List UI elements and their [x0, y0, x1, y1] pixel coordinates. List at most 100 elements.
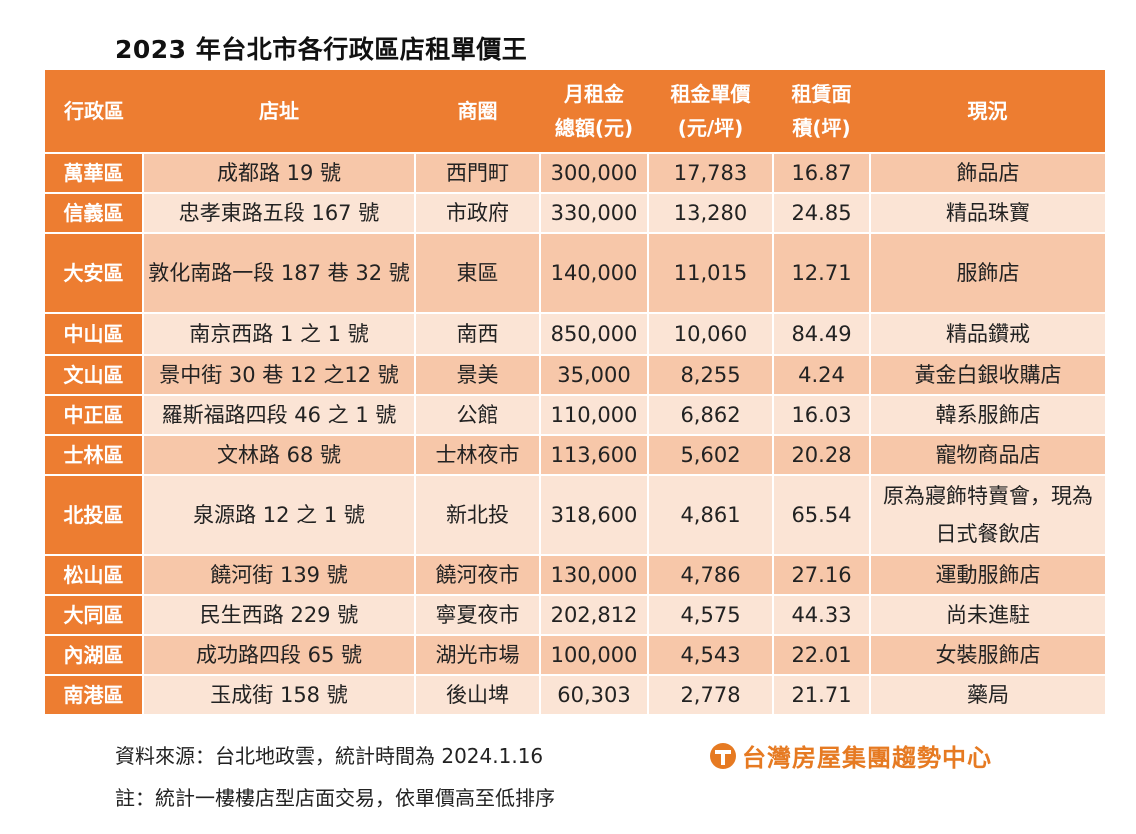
monthly-rent-cell: 100,000 [539, 634, 648, 675]
table-row: 內湖區 成功路四段 65 號湖光市場 100,000 4,543 22.01 女裝服飾店 [45, 634, 1105, 675]
remark-note: 註：統計一樓樓店型店面交易，依單價高至低排序 [115, 786, 555, 810]
column-header-line: 總額(元) [554, 116, 634, 140]
unit-price-cell: 2,778 [647, 674, 773, 714]
unit-price-cell: 4,786 [647, 554, 773, 595]
address-cell: 南京西路 1 之 1 號 [142, 312, 415, 355]
column-header: 現況 [870, 70, 1105, 153]
address-cell: 饒河街 139 號 [142, 554, 415, 595]
monthly-rent-cell: 140,000 [539, 232, 648, 313]
column-header-line: 租金單價 [670, 82, 751, 106]
district-cell: 萬華區 [45, 152, 143, 193]
address-cell: 文林路 68 號 [142, 434, 415, 475]
status-cell: 精品鑽戒 [869, 312, 1105, 355]
district-cell: 文山區 [45, 354, 143, 395]
size-cell: 21.71 [772, 674, 870, 714]
size-cell: 4.24 [772, 354, 870, 395]
column-header-line: 店址 [259, 99, 299, 123]
unit-price-cell: 4,861 [647, 474, 773, 555]
area-cell: 新北投 [414, 474, 540, 555]
size-cell: 22.01 [772, 634, 870, 675]
table-row: 松山區 饒河街 139 號饒河夜市 130,000 4,786 27.16 運動服飾店 [45, 554, 1105, 595]
monthly-rent-cell: 300,000 [539, 152, 648, 193]
size-cell: 44.33 [772, 594, 870, 635]
address-cell: 成都路 19 號 [142, 152, 415, 193]
column-header: 月租金總額(元) [540, 70, 648, 153]
rent-table: 行政區 店址 商圈 月租金 總額(元) 租金單價 (元/坪) 租賃面 積(坪) 現況 萬華區 成都路… [45, 70, 1105, 714]
column-header-line: 行政區 [64, 99, 124, 123]
table-row: 信義區 忠孝東路五段 167 號市政府 330,000 13,280 24.85 精品珠寶 [45, 192, 1105, 233]
source-note: 資料來源：台北地政雲，統計時間為 2024.1.16 [115, 744, 544, 768]
table-row: 萬華區 成都路 19 號西門町 300,000 17,783 16.87 飾品店 [45, 152, 1105, 193]
district-cell: 信義區 [45, 192, 143, 233]
column-header: 商圈 [415, 70, 540, 153]
table-row: 文山區 景中街 30 巷 12 之12 號景美 35,000 8,255 4.24 黃金白… [45, 354, 1105, 395]
column-header-line: 積(坪) [792, 116, 851, 140]
unit-price-cell: 13,280 [647, 192, 773, 233]
size-cell: 16.87 [772, 152, 870, 193]
district-cell: 大安區 [45, 232, 143, 313]
logo-t-icon [710, 742, 736, 769]
column-header-line: 租賃面 [791, 82, 852, 106]
size-cell: 20.28 [772, 434, 870, 475]
district-cell: 中山區 [45, 312, 143, 355]
monthly-rent-cell: 35,000 [539, 354, 648, 395]
status-cell: 尚未進駐 [869, 594, 1105, 635]
unit-price-cell: 4,543 [647, 634, 773, 675]
table-row: 大安區 敦化南路一段 187 巷 32 號東區 140,000 11,015 12.71… [45, 232, 1105, 313]
monthly-rent-cell: 202,812 [539, 594, 648, 635]
district-cell: 內湖區 [45, 634, 143, 675]
status-cell: 韓系服飾店 [869, 394, 1105, 435]
column-header-line: 月租金 [564, 82, 624, 106]
area-cell: 景美 [414, 354, 540, 395]
monthly-rent-cell: 330,000 [539, 192, 648, 233]
district-cell: 南港區 [45, 674, 143, 714]
monthly-rent-cell: 110,000 [539, 394, 648, 435]
area-cell: 西門町 [414, 152, 540, 193]
table-row: 中正區 羅斯福路四段 46 之 1 號公館 110,000 6,862 16.03 韓系服… [45, 394, 1105, 435]
district-cell: 北投區 [45, 474, 143, 555]
column-header: 租金單價 (元/坪) [648, 70, 773, 153]
column-header: 租賃面積(坪) [773, 70, 870, 153]
unit-price-cell: 6,862 [647, 394, 773, 435]
area-cell: 饒河夜市 [414, 554, 540, 595]
monthly-rent-cell: 850,000 [539, 312, 648, 355]
monthly-rent-cell: 130,000 [539, 554, 648, 595]
column-header: 店址 [143, 70, 415, 153]
area-cell: 市政府 [414, 192, 540, 233]
area-cell: 東區 [414, 232, 540, 313]
area-cell: 湖光市場 [414, 634, 540, 675]
logo: 台灣房屋集團趨勢中心 [710, 738, 992, 773]
size-cell: 27.16 [772, 554, 870, 595]
table-row: 南港區 玉成街 158 號後山埤 60,303 2,778 21.71 藥局 [45, 674, 1105, 714]
status-cell: 服飾店 [869, 232, 1105, 313]
column-header-line: 現況 [967, 99, 1008, 123]
monthly-rent-cell: 60,303 [539, 674, 648, 714]
unit-price-cell: 5,602 [647, 434, 773, 475]
unit-price-cell: 11,015 [647, 232, 773, 313]
district-cell: 大同區 [45, 594, 143, 635]
monthly-rent-cell: 318,600 [539, 474, 648, 555]
header-row: 行政區 店址 商圈 月租金 總額(元) 租金單價 (元/坪) 租賃面 積(坪) 現況 [45, 70, 1105, 153]
status-cell: 黃金白銀收購店 [869, 354, 1105, 395]
address-cell: 羅斯福路四段 46 之 1 號 [142, 394, 415, 435]
address-cell: 成功路四段 65 號 [142, 634, 415, 675]
logo-text: 台灣房屋集團趨勢中心 [742, 744, 992, 772]
size-cell: 84.49 [772, 312, 870, 355]
unit-price-cell: 17,783 [647, 152, 773, 193]
table-title: 2023 年台北市各行政區店租單價王 [115, 35, 528, 64]
area-cell: 南西 [414, 312, 540, 355]
size-cell: 24.85 [772, 192, 870, 233]
status-cell: 原為寢飾特賣會，現為日式餐飲店 [869, 474, 1105, 555]
table-row: 大同區 民生西路 229 號寧夏夜市 202,812 4,575 44.33 尚未進駐 [45, 594, 1105, 635]
status-cell: 藥局 [869, 674, 1105, 714]
table-row: 士林區 文林路 68 號士林夜市 113,600 5,602 20.28 寵物商品店 [45, 434, 1105, 475]
unit-price-cell: 10,060 [647, 312, 773, 355]
size-cell: 12.71 [772, 232, 870, 313]
status-cell: 寵物商品店 [869, 434, 1105, 475]
area-cell: 士林夜市 [414, 434, 540, 475]
column-header-line: 商圈 [457, 99, 498, 123]
size-cell: 65.54 [772, 474, 870, 555]
address-cell: 景中街 30 巷 12 之12 號 [142, 354, 415, 395]
area-cell: 公館 [414, 394, 540, 435]
unit-price-cell: 4,575 [647, 594, 773, 635]
